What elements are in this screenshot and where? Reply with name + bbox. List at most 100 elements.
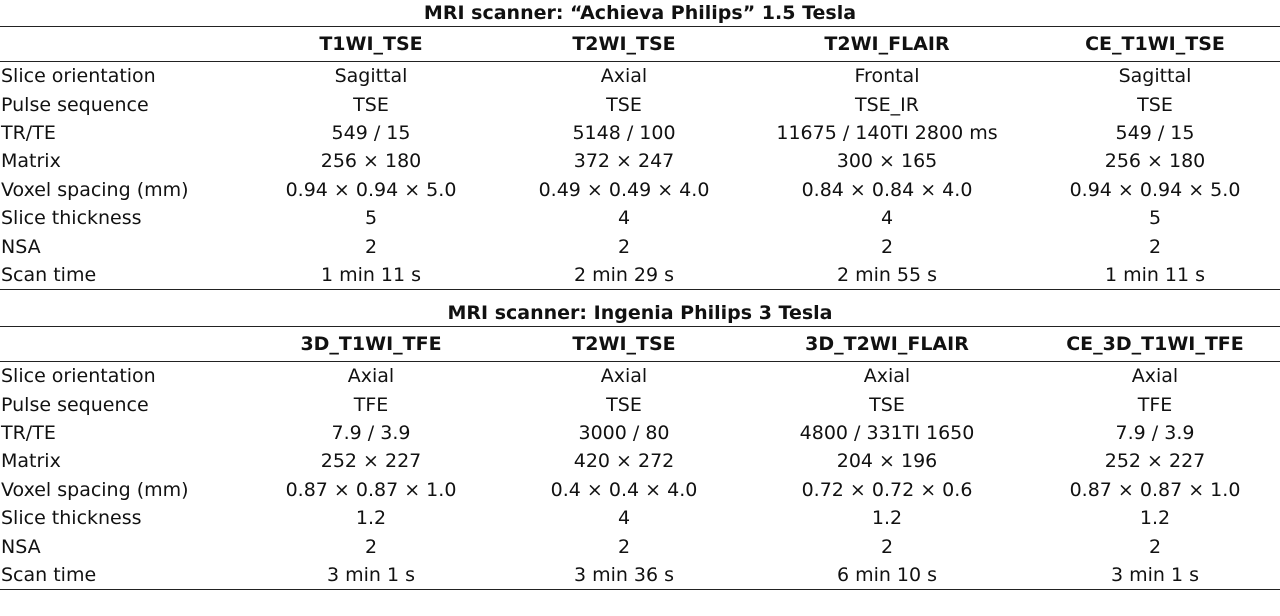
table-cell: 5 [364, 207, 378, 230]
table-cell: 5 [1148, 207, 1162, 230]
table-row: Voxel spacing (mm) 0.87 × 0.87 × 1.0 0.4 ×… [0, 476, 1280, 504]
table-cell: TSE [606, 393, 642, 416]
table-row: Slice orientation Axial Axial Axial Axial [0, 362, 1280, 391]
table-cell: 5148 / 100 [572, 121, 676, 144]
table-cell: 2 min 55 s [836, 263, 938, 286]
table-title: MRI scanner: Ingenia Philips 3 Tesla [447, 302, 833, 325]
table-cell: Frontal [854, 65, 920, 88]
table-cell: TFE [1137, 393, 1173, 416]
table-cell: 3000 / 80 [578, 422, 670, 445]
table-cell: 372 × 247 [573, 150, 675, 173]
table-row: Slice thickness 5 4 4 5 [0, 204, 1280, 232]
table-row: Pulse sequence TFE TSE TSE TFE [0, 391, 1280, 419]
table-row: Slice orientation Sagittal Axial Frontal Sag… [0, 62, 1280, 91]
column-header: T2WI_TSE [572, 333, 676, 356]
table-cell: 1.2 [355, 507, 387, 530]
table-row: Scan time 1 min 11 s 2 min 29 s 2 min 55 s 1… [0, 261, 1280, 290]
table-cell: 0.49 × 0.49 × 4.0 [538, 178, 710, 201]
table-cell: 256 × 180 [320, 150, 422, 173]
table-cell: Axial [863, 365, 911, 388]
table-row: Matrix 252 × 227 420 × 272 204 × 196 252 × 2… [0, 447, 1280, 475]
table-cell: 3 min 1 s [1110, 564, 1200, 587]
header-corner [0, 327, 238, 362]
table-cell: 204 × 196 [836, 450, 938, 473]
table-cell: 2 [1148, 235, 1162, 258]
table-cell: 2 [880, 235, 894, 258]
row-label: NSA [1, 235, 41, 258]
table-cell: 549 / 15 [1115, 121, 1195, 144]
row-label: Slice thickness [1, 207, 142, 230]
table-cell: 2 [617, 535, 631, 558]
table-row: TR/TE 549 / 15 5148 / 100 11675 / 140TI 280… [0, 119, 1280, 147]
table-cell: 0.4 × 0.4 × 4.0 [550, 478, 698, 501]
header-row: T1WI_TSE T2WI_TSE T2WI_FLAIR CE_T1WI_TSE [0, 26, 1280, 62]
table-cell: TSE [869, 393, 905, 416]
table-cell: 4 [617, 507, 631, 530]
table-cell: 2 [617, 235, 631, 258]
table-cell: TSE [353, 93, 389, 116]
row-label: Matrix [1, 450, 61, 473]
table-cell: 1.2 [1139, 507, 1171, 530]
table-cell: 1 min 11 s [1104, 263, 1206, 286]
column-header: T1WI_TSE [319, 33, 423, 55]
table-cell: TSE [1137, 93, 1173, 116]
column-header: 3D_T1WI_TFE [300, 333, 442, 356]
table-cell: Axial [1131, 365, 1179, 388]
table-row: Matrix 256 × 180 372 × 247 300 × 165 256 × 1… [0, 147, 1280, 175]
table-cell: TSE_IR [855, 93, 919, 116]
table-cell: 7.9 / 3.9 [1115, 422, 1195, 445]
protocol-table: T1WI_TSE T2WI_TSE T2WI_FLAIR CE_T1WI_TSE Sli… [0, 26, 1280, 290]
table-row: Pulse sequence TSE TSE TSE_IR TSE [0, 90, 1280, 118]
row-label: Slice thickness [1, 507, 142, 530]
table-cell: 1 min 11 s [320, 263, 422, 286]
table-row: Scan time 3 min 1 s 3 min 36 s 6 min 10 s 3 … [0, 561, 1280, 590]
column-header: T2WI_FLAIR [824, 33, 950, 55]
scanner-section: MRI scanner: “Achieva Philips” 1.5 Tesla… [0, 0, 1280, 290]
table-row: NSA 2 2 2 2 [0, 532, 1280, 560]
table-cell: 0.87 × 0.87 × 1.0 [285, 478, 457, 501]
header-corner [0, 27, 238, 62]
row-label: Matrix [1, 150, 61, 173]
row-label: Scan time [1, 263, 97, 286]
table-cell: 4 [880, 207, 894, 230]
table-cell: 11675 / 140TI 2800 ms [776, 121, 998, 144]
table-cell: Axial [600, 365, 648, 388]
table-cell: 252 × 227 [1104, 450, 1206, 473]
protocol-table: 3D_T1WI_TFE T2WI_TSE 3D_T2WI_FLAIR CE_3D_T1… [0, 326, 1280, 590]
table-cell: 0.87 × 0.87 × 1.0 [1069, 478, 1241, 501]
table-cell: TFE [353, 393, 389, 416]
table-cell: 1.2 [871, 507, 903, 530]
row-label: Voxel spacing (mm) [1, 478, 189, 501]
row-label: Slice orientation [1, 365, 156, 388]
table-cell: Sagittal [334, 65, 408, 88]
table-row: Voxel spacing (mm) 0.94 × 0.94 × 5.0 0.49 … [0, 176, 1280, 204]
column-header: T2WI_TSE [572, 33, 676, 55]
table-cell: 0.94 × 0.94 × 5.0 [1069, 178, 1241, 201]
table-cell: 0.72 × 0.72 × 0.6 [801, 478, 973, 501]
table-title: MRI scanner: “Achieva Philips” 1.5 Tesla [423, 2, 857, 24]
column-header: CE_T1WI_TSE [1085, 33, 1225, 55]
table-cell: 7.9 / 3.9 [331, 422, 411, 445]
table-cell: 0.84 × 0.84 × 4.0 [801, 178, 973, 201]
column-header: CE_3D_T1WI_TFE [1066, 333, 1244, 356]
table-cell: 2 [364, 535, 378, 558]
table-cell: 4 [617, 207, 631, 230]
row-label: TR/TE [1, 121, 56, 144]
column-header: 3D_T2WI_FLAIR [805, 333, 969, 356]
table-cell: 300 × 165 [836, 150, 938, 173]
table-cell: 2 min 29 s [573, 263, 675, 286]
row-label: Voxel spacing (mm) [1, 178, 189, 201]
table-cell: Sagittal [1118, 65, 1192, 88]
table-cell: 2 [1148, 535, 1162, 558]
table-cell: 252 × 227 [320, 450, 422, 473]
table-row: NSA 2 2 2 2 [0, 232, 1280, 260]
table-cell: 4800 / 331TI 1650 [799, 422, 975, 445]
table-cell: 2 [880, 535, 894, 558]
table-cell: 420 × 272 [573, 450, 675, 473]
table-cell: 256 × 180 [1104, 150, 1206, 173]
table-cell: Axial [347, 365, 395, 388]
row-label: NSA [1, 535, 41, 558]
row-label: Slice orientation [1, 65, 156, 88]
row-label: Pulse sequence [1, 393, 149, 416]
table-cell: 3 min 36 s [573, 564, 675, 587]
